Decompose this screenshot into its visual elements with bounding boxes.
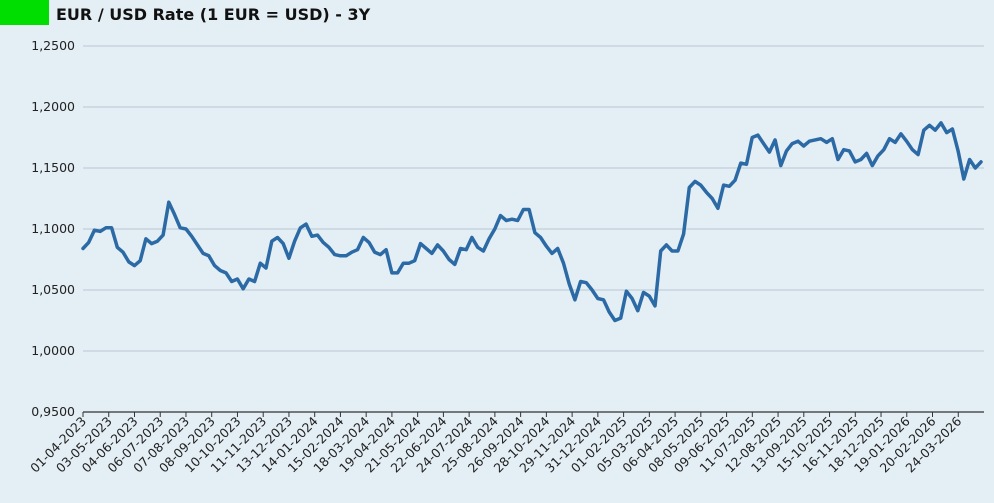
- chart-title: EUR / USD Rate (1 EUR = USD) - 3Y: [56, 5, 371, 24]
- y-tick-label: 0,9500: [31, 404, 75, 419]
- legend-swatch: [0, 0, 49, 25]
- x-axis: 01-04-202303-05-202304-06-202306-07-2023…: [27, 412, 964, 475]
- y-tick-label: 1,1500: [31, 160, 75, 175]
- y-tick-label: 1,0000: [31, 343, 75, 358]
- series-eur-usd: [81, 121, 983, 323]
- y-tick-label: 1,2000: [31, 99, 75, 114]
- y-axis: 0,9500 1,0000 1,0500 1,1000 1,1500 1,2000 1,25…: [31, 38, 75, 419]
- y-tick-label: 1,0500: [31, 282, 75, 297]
- gridlines: [83, 45, 984, 413]
- y-tick-label: 1,2500: [31, 38, 75, 53]
- y-tick-label: 1,1000: [31, 221, 75, 236]
- series-line: [81, 121, 983, 323]
